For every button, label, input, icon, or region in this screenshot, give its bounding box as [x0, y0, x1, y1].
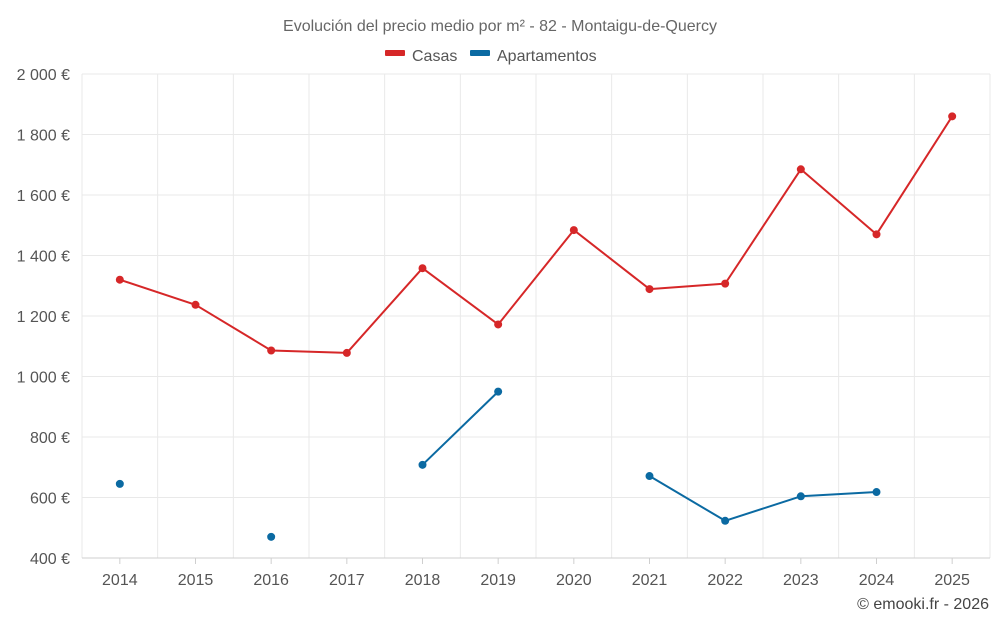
data-point-casas[interactable]	[569, 226, 578, 235]
y-tick-label: 1 200 €	[17, 309, 70, 326]
x-tick-label: 2014	[102, 572, 138, 589]
credit-text: © emooki.fr - 2026	[857, 596, 989, 613]
x-tick-label: 2025	[934, 572, 970, 589]
x-tick-label: 2015	[178, 572, 214, 589]
data-point-apartamentos[interactable]	[645, 472, 654, 481]
x-tick-label: 2022	[707, 572, 743, 589]
y-tick-label: 1 600 €	[17, 188, 70, 205]
data-point-casas[interactable]	[267, 346, 276, 355]
data-point-apartamentos[interactable]	[418, 460, 427, 469]
chart-title: Evolución del precio medio por m² - 82 -…	[283, 18, 717, 35]
y-tick-label: 1 800 €	[17, 128, 70, 145]
data-point-apartamentos[interactable]	[494, 387, 503, 396]
legend-swatch-casas	[385, 50, 405, 56]
y-tick-label: 1 000 €	[17, 370, 70, 387]
data-point-casas[interactable]	[494, 320, 503, 329]
y-tick-label: 2 000 €	[17, 67, 70, 84]
x-tick-label: 2020	[556, 572, 592, 589]
series-layer	[115, 112, 957, 541]
data-point-casas[interactable]	[418, 264, 427, 273]
axis-layer: 400 € 600 € 800 € 1 000 € 1 200 € 1 400 € 1 60…	[17, 67, 990, 589]
legend-item-apartamentos[interactable]: Apartamentos	[470, 48, 597, 65]
x-tick-label: 2023	[783, 572, 819, 589]
x-tick-label: 2016	[253, 572, 289, 589]
data-point-apartamentos[interactable]	[721, 516, 730, 525]
legend-item-casas[interactable]: Casas	[385, 48, 457, 65]
series-line-apartamentos	[648, 475, 877, 522]
data-point-apartamentos[interactable]	[872, 488, 881, 497]
x-tick-label: 2017	[329, 572, 365, 589]
data-point-casas[interactable]	[115, 275, 124, 284]
data-point-casas[interactable]	[645, 285, 654, 294]
x-tick-label: 2021	[632, 572, 668, 589]
x-tick-label: 2024	[859, 572, 895, 589]
data-point-casas[interactable]	[948, 112, 957, 121]
series-line-casas	[119, 115, 954, 354]
data-point-apartamentos[interactable]	[115, 479, 124, 488]
y-tick-label: 1 400 €	[17, 249, 70, 266]
x-tick-label: 2018	[405, 572, 441, 589]
legend-label-apartamentos: Apartamentos	[497, 48, 597, 65]
y-tick-label: 800 €	[30, 430, 70, 447]
series-line-apartamentos	[421, 390, 499, 466]
data-point-apartamentos[interactable]	[796, 492, 805, 501]
legend-swatch-apartamentos	[470, 50, 490, 56]
y-tick-label: 600 €	[30, 491, 70, 508]
data-point-apartamentos[interactable]	[267, 532, 276, 541]
y-tick-label: 400 €	[30, 551, 70, 568]
x-tick-label: 2019	[480, 572, 516, 589]
data-point-casas[interactable]	[796, 165, 805, 174]
data-point-casas[interactable]	[191, 300, 200, 309]
legend-label-casas: Casas	[412, 48, 457, 65]
legend: Casas Apartamentos	[385, 48, 597, 65]
grid-layer	[81, 73, 991, 558]
data-point-casas[interactable]	[872, 230, 881, 239]
data-point-casas[interactable]	[342, 348, 351, 357]
data-point-casas[interactable]	[721, 279, 730, 288]
